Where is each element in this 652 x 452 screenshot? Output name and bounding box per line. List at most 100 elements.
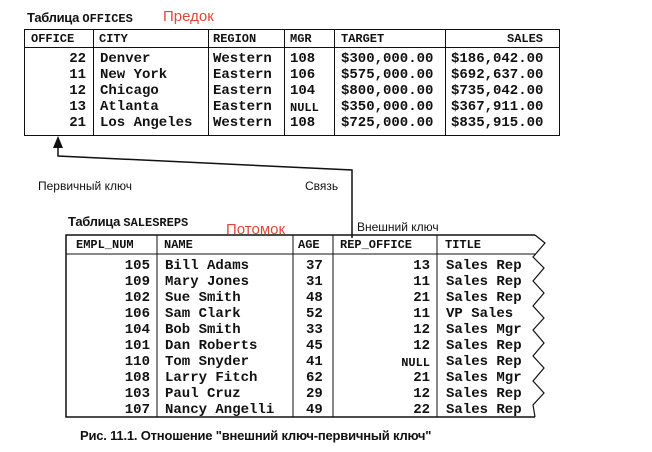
table-cell: 41 [306,354,323,370]
table-cell: Sales Rep [446,402,522,418]
salesreps-table-title: Таблица SALESREPS [68,213,188,231]
offices-header-mgr: MGR [290,32,312,46]
table-cell: 106 [124,306,150,322]
table-cell: Eastern [213,99,272,115]
table-cell: 11 [413,274,430,290]
offices-table-title: Таблица OFFICES [27,9,133,27]
table-cell: 104 [124,322,150,338]
table-cell: $575,000.00 [341,67,434,83]
table-cell: Bill Adams [165,258,250,274]
offices-header-sales: SALES [507,32,544,46]
offices-col-divider [208,29,209,136]
table-cell: 109 [124,274,150,290]
table-cell: 13 [413,258,430,274]
table-cell: Paul Cruz [165,386,241,402]
table-cell: Western [213,51,272,67]
offices-col-divider [334,29,335,136]
table-cell: NULL [401,356,430,370]
child-label: Потомок [226,221,286,238]
salesreps-title-prefix: Таблица [68,214,124,229]
table-cell: 22 [69,51,86,67]
table-cell: 102 [124,290,150,306]
table-cell: 12 [69,83,86,99]
offices-col-divider [284,29,285,136]
salesreps-header-empl-num: EMPL_NUM [76,238,134,252]
table-cell: $300,000.00 [341,51,434,67]
salesreps-header-rep-office: REP_OFFICE [340,238,413,252]
table-cell: Tom Snyder [165,354,250,370]
table-cell: NULL [290,101,319,115]
table-cell: New York [100,67,168,83]
offices-title-name: OFFICES [82,12,133,26]
table-cell: 22 [413,402,430,418]
table-cell: Sue Smith [165,290,241,306]
foreign-key-label: Внешний ключ [357,220,439,234]
salesreps-header-name: NAME [164,238,193,252]
table-cell: Denver [100,51,151,67]
table-cell: 21 [413,370,430,386]
table-cell: $800,000.00 [341,83,434,99]
table-cell: 21 [413,290,430,306]
table-cell: Sales Mgr [446,370,522,386]
table-cell: 29 [306,386,323,402]
table-cell: 107 [124,402,150,418]
table-cell: Sales Rep [446,386,522,402]
table-cell: Western [213,115,272,131]
table-cell: Sales Rep [446,274,522,290]
offices-header-divider [24,47,560,48]
table-cell: 108 [124,370,150,386]
table-cell: 106 [290,67,316,83]
table-cell: Dan Roberts [165,338,258,354]
arrowhead-icon [53,136,63,148]
offices-header-target: TARGET [341,32,385,46]
salesreps-title-name: SALESREPS [123,216,189,230]
table-cell: VP Sales [446,306,514,322]
offices-header-region: REGION [213,32,257,46]
table-cell: Sales Rep [446,354,522,370]
table-cell: $835,915.00 [451,115,544,131]
table-cell: Larry Fitch [165,370,258,386]
table-cell: 12 [413,386,430,402]
table-cell: $186,042.00 [451,51,544,67]
parent-label: Предок [163,8,214,25]
table-cell: 110 [124,354,150,370]
table-cell: Atlanta [100,99,159,115]
table-cell: 31 [306,274,323,290]
table-cell: 11 [69,67,86,83]
table-cell: $367,911.00 [451,99,544,115]
table-cell: Eastern [213,67,272,83]
table-cell: $350,000.00 [341,99,434,115]
figure-caption: Рис. 11.1. Отношение "внешний ключ-перви… [80,428,432,443]
table-cell: 12 [413,338,430,354]
offices-col-divider [445,29,446,136]
table-cell: $692,637.00 [451,67,544,83]
table-cell: 12 [413,322,430,338]
table-cell: $725,000.00 [341,115,434,131]
table-cell: 103 [124,386,150,402]
offices-table [24,29,560,136]
table-cell: 108 [290,115,316,131]
table-cell: 11 [413,306,430,322]
table-cell: 62 [306,370,323,386]
table-cell: 48 [306,290,323,306]
offices-col-divider [93,29,94,136]
table-cell: 49 [306,402,323,418]
offices-title-prefix: Таблица [27,10,83,25]
table-cell: Bob Smith [165,322,241,338]
table-cell: Mary Jones [165,274,250,290]
table-cell: 101 [124,338,150,354]
table-cell: Los Angeles [100,115,193,131]
offices-header-office: OFFICE [31,32,75,46]
primary-key-label: Первичный ключ [38,179,132,193]
salesreps-header-title: TITLE [445,238,482,252]
table-cell: 45 [306,338,323,354]
table-cell: Eastern [213,83,272,99]
link-label: Связь [305,179,339,193]
table-cell: 21 [69,115,86,131]
table-cell: $735,042.00 [451,83,544,99]
table-cell: 108 [290,51,316,67]
table-cell: 37 [306,258,323,274]
table-cell: 13 [69,99,86,115]
